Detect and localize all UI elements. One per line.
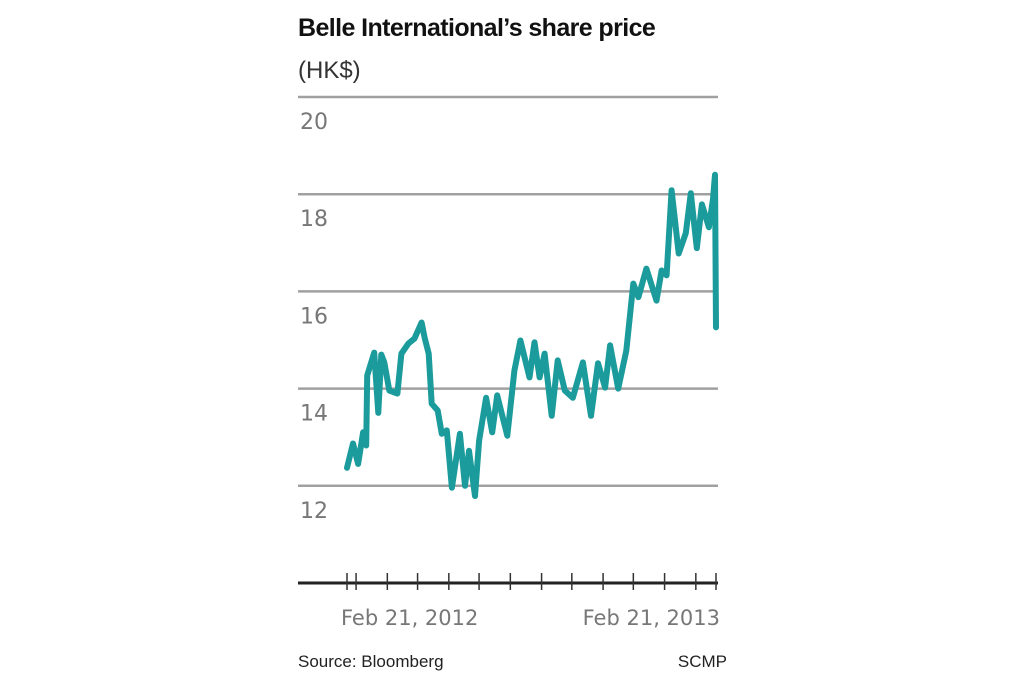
x-tick-label: Feb 21, 2012	[341, 606, 478, 630]
source-note: Source: Bloomberg	[298, 652, 444, 671]
y-tick-label: 20	[300, 110, 328, 135]
y-tick-label: 18	[300, 207, 328, 232]
chart-title: Belle International’s share price	[298, 14, 656, 42]
y-axis-ticks: 12 14 16 18 20	[300, 110, 328, 524]
price-series	[344, 171, 719, 499]
price-line	[344, 171, 719, 499]
y-tick-label: 12	[300, 499, 328, 524]
y-tick-label: 16	[300, 304, 328, 329]
x-axis-tick-labels: Feb 21, 2012 Feb 21, 2013	[341, 606, 720, 630]
x-tick-label: Feb 21, 2013	[583, 606, 720, 630]
x-axis-minor-ticks	[346, 573, 717, 590]
y-tick-label: 14	[300, 402, 328, 427]
credit-label: SCMP	[678, 652, 727, 671]
chart-subtitle: (HK$)	[298, 57, 361, 84]
